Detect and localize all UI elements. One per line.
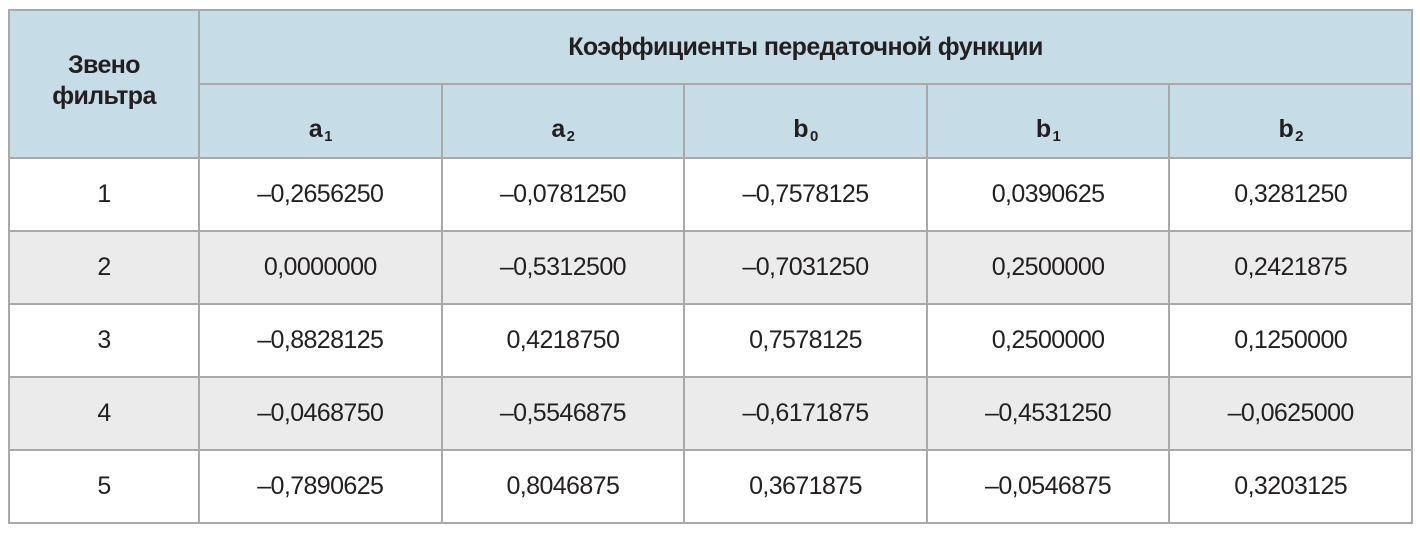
stage-number-cell: 1 <box>8 157 200 232</box>
column-header-subscript: 2 <box>566 127 575 145</box>
coefficient-cell: –0,0546875 <box>925 449 1171 524</box>
column-header-subscript: 0 <box>809 127 818 145</box>
coefficient-cell: –0,8828125 <box>198 303 443 378</box>
coefficients-table-container: Звено фильтра Коэффициенты передаточной … <box>8 9 1413 524</box>
table-row: 4 –0,0468750 –0,5546875 –0,6171875 –0,45… <box>8 376 1413 451</box>
column-header-subscript: 2 <box>1295 127 1303 145</box>
coefficient-cell: 0,0390625 <box>925 157 1171 232</box>
column-header-subscript: 1 <box>324 127 332 145</box>
coefficient-cell: –0,0625000 <box>1168 376 1413 451</box>
coefficient-cell: –0,5546875 <box>440 376 686 451</box>
coefficient-cell: 0,2421875 <box>1168 230 1413 305</box>
coefficient-cell: –0,5312500 <box>440 230 686 305</box>
column-header-base: a <box>551 114 565 143</box>
filter-stage-header-line1: Звено <box>68 51 141 79</box>
table-body: 1 –0,2656250 –0,0781250 –0,7578125 0,039… <box>8 157 1413 524</box>
table-row: 2 0,0000000 –0,5312500 –0,7031250 0,2500… <box>8 230 1413 305</box>
coefficient-cell: 0,2500000 <box>925 303 1171 378</box>
coefficient-cell: –0,6171875 <box>683 376 928 451</box>
coefficient-cell: 0,3671875 <box>683 449 928 524</box>
column-header-base: a <box>308 114 323 143</box>
coefficient-cell: –0,2656250 <box>198 157 443 232</box>
column-header-base: b <box>793 114 808 143</box>
stage-number-cell: 3 <box>8 303 200 378</box>
coefficient-cell: –0,7031250 <box>683 230 928 305</box>
table-header: Звено фильтра Коэффициенты передаточной … <box>8 9 1413 159</box>
coefficient-cell: 0,3281250 <box>1168 157 1413 232</box>
filter-stage-header-line2: фильтра <box>52 82 156 110</box>
column-header-base: b <box>1278 114 1294 143</box>
filter-stage-header: Звено фильтра <box>8 9 200 159</box>
coefficients-table: Звено фильтра Коэффициенты передаточной … <box>8 9 1413 524</box>
coefficient-cell: –0,7890625 <box>198 449 443 524</box>
table-row: 1 –0,2656250 –0,0781250 –0,7578125 0,039… <box>8 157 1413 232</box>
coefficient-cell: 0,4218750 <box>440 303 686 378</box>
coefficient-cell: –0,7578125 <box>683 157 928 232</box>
coefficient-cell: 0,8046875 <box>440 449 686 524</box>
column-header-base: b <box>1035 114 1051 143</box>
header-row-group: Звено фильтра Коэффициенты передаточной … <box>8 9 1413 159</box>
coefficient-cell: 0,3203125 <box>1168 449 1413 524</box>
coefficient-cell: 0,0000000 <box>198 230 443 305</box>
table-row: 5 –0,7890625 0,8046875 0,3671875 –0,0546… <box>8 449 1413 524</box>
table-row: 3 –0,8828125 0,4218750 0,7578125 0,25000… <box>8 303 1413 378</box>
column-header-subscript: 1 <box>1052 127 1061 145</box>
coefficient-cell: 0,2500000 <box>925 230 1171 305</box>
coefficient-cell: 0,7578125 <box>683 303 928 378</box>
stage-number-cell: 5 <box>8 449 200 524</box>
coefficient-cell: –0,0781250 <box>440 157 686 232</box>
coefficients-group-header: Коэффициенты передаточной функции <box>198 9 1413 85</box>
stage-number-cell: 4 <box>8 376 200 451</box>
coefficient-cell: –0,4531250 <box>925 376 1171 451</box>
coefficient-cell: 0,1250000 <box>1168 303 1413 378</box>
coefficient-cell: –0,0468750 <box>198 376 443 451</box>
stage-number-cell: 2 <box>8 230 200 305</box>
